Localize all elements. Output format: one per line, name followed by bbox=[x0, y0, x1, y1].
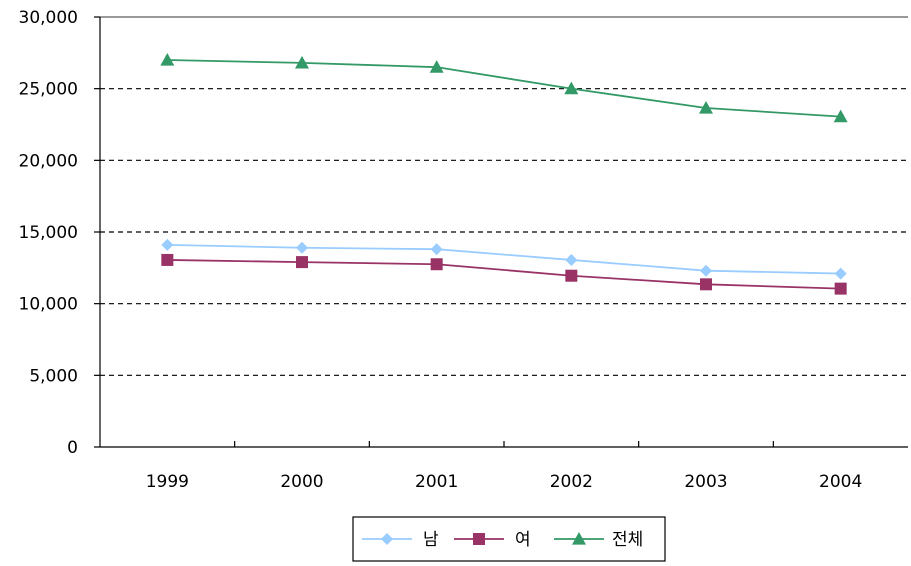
series-line bbox=[167, 244, 841, 275]
series-line bbox=[167, 59, 841, 118]
data-point bbox=[161, 238, 174, 251]
data-point bbox=[295, 55, 309, 69]
series-2 bbox=[161, 253, 847, 295]
data-point bbox=[700, 278, 712, 291]
x-tick-label: 1999 bbox=[146, 472, 189, 492]
x-tick-label: 2000 bbox=[280, 472, 323, 492]
legend-label: 여 bbox=[515, 530, 531, 550]
x-tick-label: 2003 bbox=[684, 472, 727, 492]
data-point bbox=[834, 282, 847, 295]
data-point bbox=[160, 53, 175, 66]
legend: 남 여 전체 bbox=[352, 516, 666, 562]
x-tick-label: 2004 bbox=[819, 472, 862, 492]
x-axis-ticks: 1999 2000 2001 2002 2003 2004 bbox=[146, 441, 862, 492]
y-tick-label: 10,000 bbox=[19, 295, 78, 315]
data-point bbox=[699, 101, 713, 114]
legend-item-3: 전체 bbox=[554, 530, 643, 550]
legend-marker bbox=[572, 532, 586, 545]
data-point bbox=[834, 267, 847, 280]
data-point bbox=[833, 109, 848, 123]
y-tick-label: 20,000 bbox=[19, 151, 78, 171]
series-line bbox=[167, 259, 841, 290]
legend-marker bbox=[381, 533, 393, 545]
x-tick-label: 2001 bbox=[415, 472, 458, 492]
data-point bbox=[430, 243, 443, 256]
data-point bbox=[565, 269, 578, 282]
data-point bbox=[296, 241, 308, 254]
y-axis-ticks: 0 5,000 10,000 15,000 20,000 25,000 30,000 bbox=[19, 8, 100, 458]
data-point bbox=[565, 253, 578, 266]
legend-marker bbox=[473, 533, 485, 545]
y-tick-label: 5,000 bbox=[29, 366, 78, 386]
gridlines bbox=[100, 16, 908, 376]
legend-item-1: 남 bbox=[362, 530, 439, 550]
series-lines bbox=[160, 53, 848, 295]
data-point bbox=[429, 60, 444, 73]
data-point bbox=[700, 264, 712, 277]
series-1 bbox=[161, 238, 847, 280]
legend-label: 전체 bbox=[612, 530, 643, 550]
x-tick-label: 2002 bbox=[550, 472, 593, 492]
y-tick-label: 25,000 bbox=[19, 80, 78, 100]
y-tick-label: 0 bbox=[67, 438, 78, 458]
series-3 bbox=[160, 53, 848, 123]
data-point bbox=[296, 256, 308, 269]
data-point bbox=[430, 258, 443, 271]
data-point bbox=[161, 253, 174, 266]
y-tick-label: 15,000 bbox=[19, 223, 78, 243]
y-tick-label: 30,000 bbox=[19, 8, 78, 28]
legend-item-2: 여 bbox=[454, 530, 531, 550]
data-point bbox=[564, 81, 579, 95]
legend-label: 남 bbox=[423, 530, 439, 550]
